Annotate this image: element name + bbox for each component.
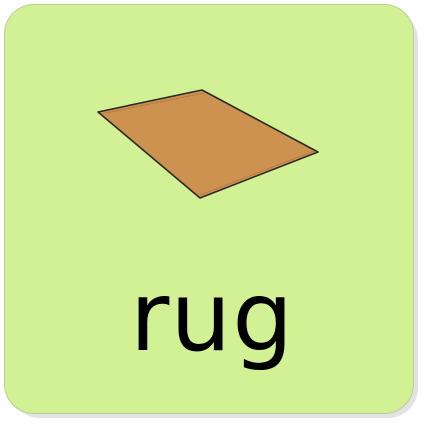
card-word: rug: [129, 261, 295, 373]
rug-icon: [92, 84, 326, 204]
vocabulary-card[interactable]: [4, 4, 414, 414]
